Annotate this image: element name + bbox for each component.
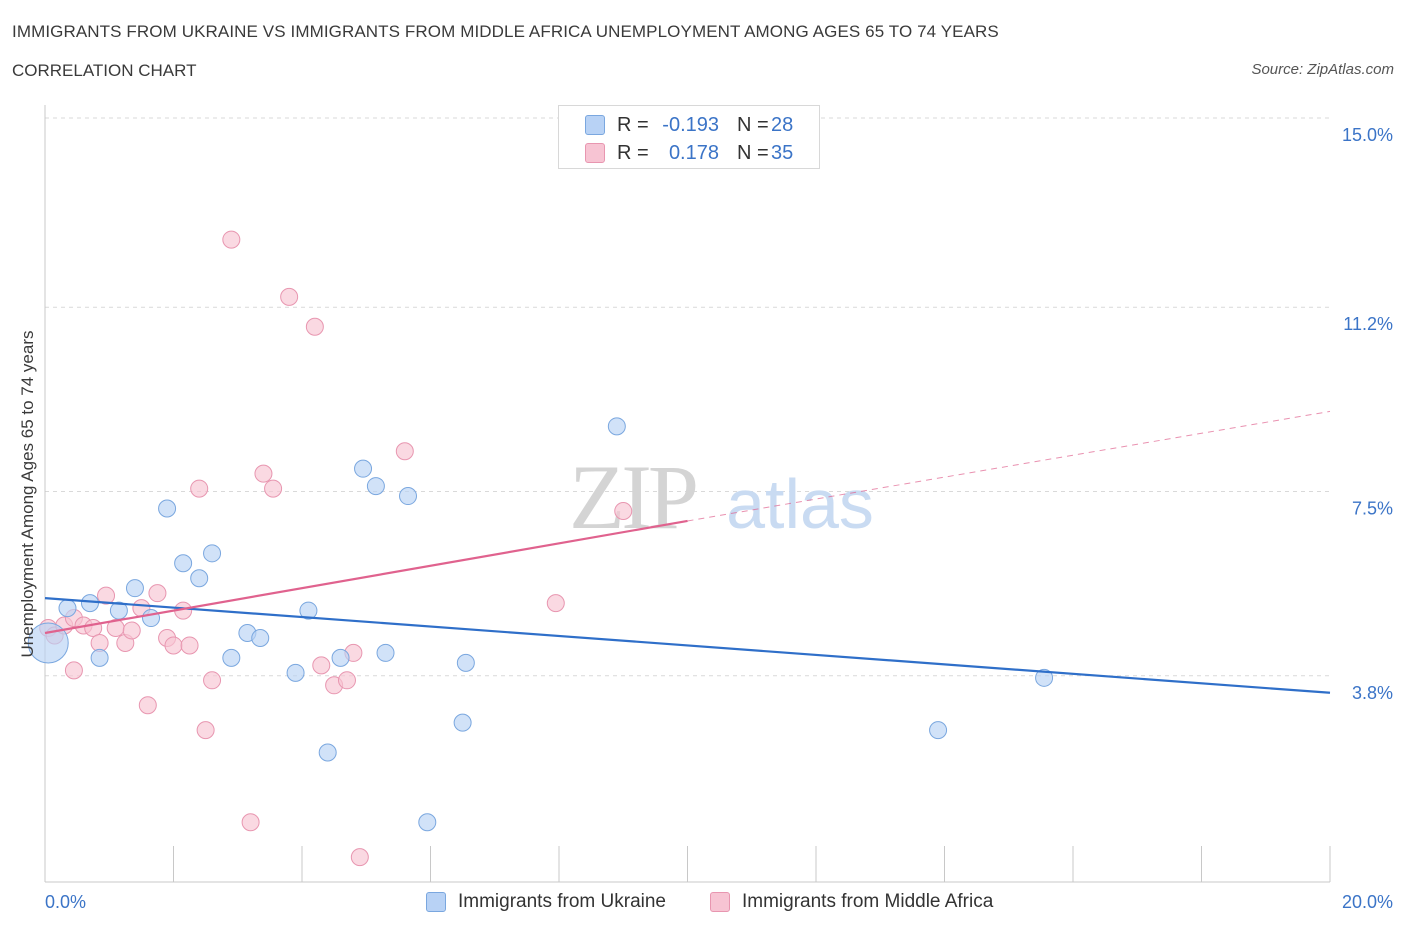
data-point-ukraine — [456, 653, 475, 672]
data-point-ukraine — [58, 599, 77, 618]
data-point-middle-africa — [97, 586, 116, 605]
y-tick-label: 7.5% — [1352, 499, 1393, 519]
correlation-legend: R = -0.193 N = 28 R = 0.178 N = 35 — [558, 105, 820, 169]
legend-row-ukraine: R = -0.193 N = 28 — [585, 113, 793, 137]
trend-line-middle-africa-extension — [687, 410, 1331, 522]
data-point-ukraine — [90, 648, 109, 667]
data-point-middle-africa — [614, 501, 633, 520]
legend-swatch-africa — [585, 143, 605, 163]
series-ukraine-points — [27, 417, 1054, 832]
data-point-ukraine — [222, 648, 241, 667]
data-point-middle-africa — [190, 479, 209, 498]
legend-n-value-ukraine: 28 — [771, 113, 794, 136]
legend-r-label: R = — [617, 141, 649, 164]
axes — [44, 105, 1331, 883]
data-point-middle-africa — [337, 671, 356, 690]
data-point-ukraine — [607, 417, 626, 436]
data-point-ukraine — [158, 499, 177, 518]
legend-r-label: R = — [617, 113, 649, 136]
data-point-ukraine — [1035, 668, 1054, 687]
data-point-ukraine — [286, 663, 305, 682]
data-point-ukraine — [142, 609, 161, 628]
legend-r-value-ukraine: -0.193 — [662, 113, 719, 136]
data-point-middle-africa — [350, 848, 369, 867]
legend-row-africa: R = 0.178 N = 35 — [585, 141, 793, 165]
data-point-ukraine — [27, 622, 69, 664]
legend-n-label: N = — [737, 141, 769, 164]
trend-lines — [44, 410, 1331, 694]
data-point-middle-africa — [148, 584, 167, 603]
x-tick-label: 20.0% — [1342, 892, 1393, 912]
data-point-middle-africa — [241, 813, 260, 832]
watermark-zip: ZIP — [569, 446, 696, 548]
data-point-ukraine — [80, 594, 99, 613]
trend-line-middle-africa — [44, 519, 688, 635]
bottom-legend-ukraine: Immigrants from Ukraine — [426, 889, 666, 915]
data-point-middle-africa — [164, 636, 183, 655]
data-point-middle-africa — [312, 656, 331, 675]
data-point-middle-africa — [64, 661, 83, 680]
data-point-ukraine — [174, 554, 193, 573]
data-point-ukraine — [251, 628, 270, 647]
legend-n-label: N = — [737, 113, 769, 136]
x-tick-label: 0.0% — [45, 892, 86, 912]
watermark-atlas: atlas — [726, 465, 874, 543]
data-point-ukraine — [190, 569, 209, 588]
data-point-ukraine — [331, 648, 350, 667]
data-point-middle-africa — [395, 442, 414, 461]
data-point-middle-africa — [254, 464, 273, 483]
y-tick-label: 3.8% — [1352, 683, 1393, 703]
data-point-middle-africa — [546, 594, 565, 613]
trend-line-ukraine — [44, 597, 1331, 694]
data-point-middle-africa — [122, 621, 141, 640]
legend-swatch-ukraine — [585, 115, 605, 135]
legend-n-value-africa: 35 — [771, 141, 794, 164]
y-tick-label: 11.2% — [1343, 314, 1393, 334]
data-point-ukraine — [366, 477, 385, 496]
bottom-legend-swatch-africa — [710, 892, 730, 912]
data-point-middle-africa — [84, 619, 103, 638]
data-point-middle-africa — [264, 479, 283, 498]
source-label: Source: ZipAtlas.com — [1251, 61, 1394, 78]
y-tick-label: 15.0% — [1342, 125, 1393, 145]
legend-r-value-africa: 0.178 — [668, 141, 719, 164]
data-point-ukraine — [399, 487, 418, 506]
data-point-middle-africa — [196, 721, 215, 740]
data-point-ukraine — [453, 713, 472, 732]
data-point-ukraine — [203, 544, 222, 563]
data-point-middle-africa — [138, 696, 157, 715]
tick-labels: 3.8% 7.5% 11.2% 15.0% 0.0% 20.0% — [45, 125, 1393, 912]
bottom-legend-swatch-ukraine — [426, 892, 446, 912]
bottom-legend-label-africa: Immigrants from Middle Africa — [742, 891, 994, 912]
chart-subtitle: CORRELATION CHART — [12, 61, 197, 80]
y-axis-label: Unemployment Among Ages 65 to 74 years — [18, 331, 37, 658]
series-middle-africa-points — [39, 230, 633, 867]
data-point-ukraine — [354, 459, 373, 478]
data-point-middle-africa — [180, 636, 199, 655]
data-point-middle-africa — [305, 317, 324, 336]
data-point-ukraine — [929, 721, 948, 740]
chart-title: IMMIGRANTS FROM UKRAINE VS IMMIGRANTS FR… — [12, 22, 999, 41]
data-point-middle-africa — [280, 287, 299, 306]
bottom-legend-africa: Immigrants from Middle Africa — [710, 889, 993, 915]
data-point-ukraine — [299, 601, 318, 620]
data-point-ukraine — [318, 743, 337, 762]
bottom-legend-label-ukraine: Immigrants from Ukraine — [458, 891, 666, 912]
data-point-middle-africa — [203, 671, 222, 690]
data-point-middle-africa — [222, 230, 241, 249]
grid-lines — [45, 117, 1330, 677]
data-point-ukraine — [418, 813, 437, 832]
data-point-ukraine — [125, 579, 144, 598]
data-point-ukraine — [376, 643, 395, 662]
